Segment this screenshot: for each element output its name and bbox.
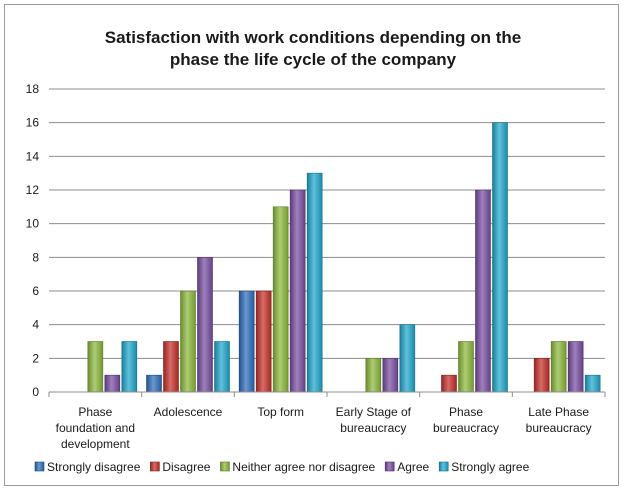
x-axis bbox=[48, 391, 606, 397]
legend-label-2: Disagree bbox=[162, 460, 210, 474]
bar-4-1 bbox=[104, 374, 121, 393]
y-tick-label-10: 10 bbox=[26, 217, 40, 231]
category-label-1-line-3: development bbox=[61, 437, 130, 451]
y-tick-label-16: 16 bbox=[26, 116, 40, 130]
category-label-5-line-2: bureaucracy bbox=[433, 421, 499, 435]
category-label-4-line-2: bureaucracy bbox=[340, 421, 406, 435]
bar-4-5 bbox=[475, 189, 491, 393]
bar-4-4 bbox=[382, 358, 399, 393]
legend-swatch-1 bbox=[34, 461, 45, 472]
category-label-4-line-1: Early Stage of bbox=[336, 405, 412, 419]
bar-5-4 bbox=[399, 324, 416, 393]
chart-frame: Satisfaction with work conditions depend… bbox=[4, 4, 619, 486]
legend-label-3: Neither agree nor disagree bbox=[232, 460, 375, 474]
bar-5-6 bbox=[584, 374, 601, 393]
bar-5-3 bbox=[306, 172, 323, 393]
bar-3-6 bbox=[550, 341, 567, 393]
y-tick-label-12: 12 bbox=[26, 183, 40, 197]
y-tick-label-0: 0 bbox=[32, 385, 39, 399]
bar-5-5 bbox=[492, 122, 508, 393]
legend-swatch-3 bbox=[220, 461, 230, 472]
category-label-3-line-1: Top form bbox=[257, 405, 304, 419]
legend-swatch-5 bbox=[438, 461, 449, 472]
y-axis-ticks: 0 2 4 6 8 10 12 14 16 18 bbox=[26, 82, 40, 399]
bar-5-1 bbox=[121, 341, 138, 393]
gridlines bbox=[49, 88, 605, 359]
category-label-5-line-1: Phase bbox=[449, 405, 483, 419]
bar-5-2 bbox=[214, 341, 230, 393]
y-tick-label-14: 14 bbox=[26, 149, 40, 163]
bar-4-2 bbox=[197, 257, 213, 393]
category-labels: Phase foundation and development Adolescenc… bbox=[56, 405, 592, 451]
y-tick-label-8: 8 bbox=[32, 250, 39, 264]
bars bbox=[87, 122, 601, 393]
chart-title-line-1: Satisfaction with work conditions depend… bbox=[105, 28, 522, 47]
bar-3-4 bbox=[365, 358, 382, 393]
category-label-1-line-2: foundation and bbox=[56, 421, 135, 435]
legend-label-4: Agree bbox=[397, 460, 429, 474]
legend-swatch-2 bbox=[150, 461, 160, 472]
bar-3-5 bbox=[458, 341, 474, 393]
category-label-6-line-2: bureaucracy bbox=[526, 421, 592, 435]
category-label-1-line-1: Phase bbox=[78, 405, 112, 419]
bar-2-2 bbox=[163, 341, 179, 393]
bar-1-2 bbox=[146, 374, 162, 393]
y-tick-label-6: 6 bbox=[32, 284, 39, 298]
bar-2-6 bbox=[533, 358, 550, 393]
bar-3-2 bbox=[180, 290, 196, 393]
bar-2-3 bbox=[255, 290, 272, 393]
y-tick-label-2: 2 bbox=[32, 351, 39, 365]
bar-3-3 bbox=[272, 206, 289, 393]
bar-1-3 bbox=[238, 290, 255, 393]
chart-title-line-2: phase the life cycle of the company bbox=[170, 50, 457, 69]
y-tick-label-18: 18 bbox=[26, 82, 40, 96]
bar-2-5 bbox=[441, 374, 457, 393]
chart-title: Satisfaction with work conditions depend… bbox=[105, 28, 522, 69]
legend-label-1: Strongly disagree bbox=[47, 460, 141, 474]
legend-label-5: Strongly agree bbox=[451, 460, 529, 474]
y-tick-label-4: 4 bbox=[32, 318, 39, 332]
legend: Strongly disagree Disagree Neither agree n… bbox=[34, 460, 530, 474]
bar-4-6 bbox=[567, 341, 584, 393]
legend-swatch-4 bbox=[384, 461, 395, 472]
bar-4-3 bbox=[289, 189, 306, 393]
category-label-6-line-1: Late Phase bbox=[528, 405, 589, 419]
chart-svg: Satisfaction with work conditions depend… bbox=[26, 28, 606, 474]
category-label-2-line-1: Adolescence bbox=[154, 405, 223, 419]
bar-3-1 bbox=[87, 341, 104, 393]
